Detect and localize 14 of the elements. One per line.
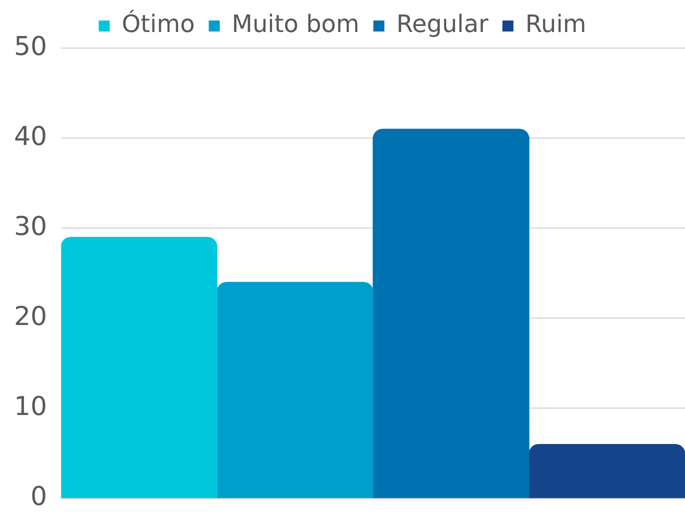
- legend-label: Ótimo: [122, 9, 195, 38]
- y-tick-label: 40: [14, 122, 48, 152]
- y-tick-label: 10: [14, 392, 48, 422]
- bar: [528, 444, 685, 498]
- y-tick-label: 20: [14, 302, 48, 332]
- bar: [61, 236, 218, 498]
- bar: [216, 282, 374, 498]
- y-tick-label: 0: [30, 482, 48, 512]
- legend-label: Regular: [396, 10, 489, 38]
- y-tick-label: 30: [14, 212, 48, 242]
- legend-label: Muito bom: [232, 10, 360, 38]
- legend-label: Ruim: [525, 10, 586, 38]
- bar: [372, 128, 530, 498]
- y-tick-label: 50: [14, 32, 48, 62]
